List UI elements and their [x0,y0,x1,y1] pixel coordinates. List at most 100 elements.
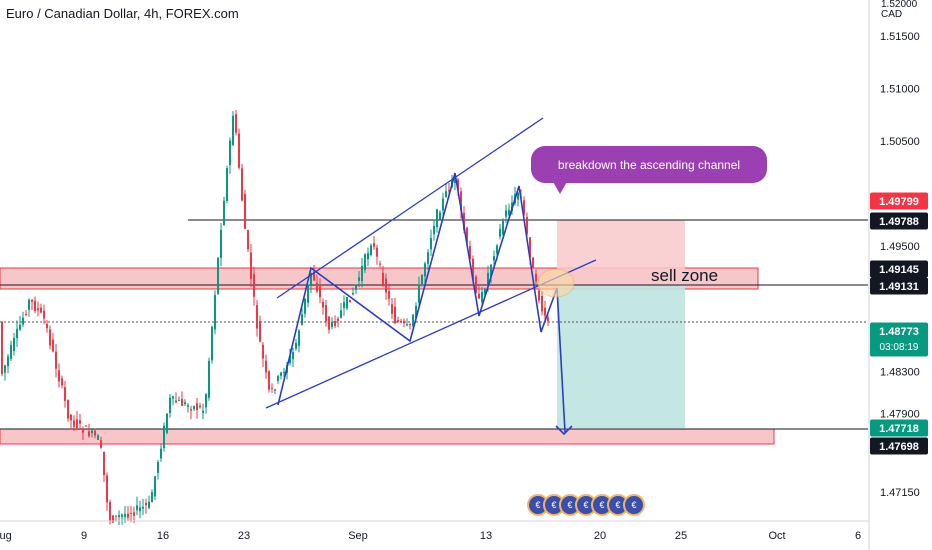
candle-body [346,297,348,309]
candle-body [535,273,537,282]
candle-body [199,405,201,408]
time-tick-label: 9 [81,530,87,542]
candle-body [70,414,72,421]
candle-body [196,403,198,411]
candle-body [460,191,462,211]
price-label-badge [870,212,928,230]
candle-body [97,435,99,440]
annotation-callout: breakdown the ascending channel [531,146,767,194]
candle-body [547,317,549,322]
price-label-text: 1.47698 [879,441,919,453]
candle-body [184,402,186,404]
candle-body [151,492,153,503]
price-label-badge [870,419,928,437]
candle-body [517,192,519,200]
candle-body [67,399,69,419]
candle-body [295,342,297,349]
candle-body [79,420,81,424]
price-label-text: 1.49788 [879,216,919,228]
price-axis[interactable]: 1.51500 1.51000 1.50500 1.49500 1.48300 1.479… [880,31,920,499]
candle-body [505,210,507,217]
candle-body [433,225,435,235]
candle-body [457,179,459,191]
candle-body [424,263,426,277]
candle-body [136,505,138,511]
candle-body [280,372,282,376]
candle-body [358,277,360,281]
candle-body [178,399,180,401]
candle-body [475,276,477,293]
candle-body [109,502,111,522]
candle-body [445,191,447,197]
candle-body [37,308,39,311]
candle-body [316,282,318,292]
candle-body [364,254,366,270]
price-label-badge [870,260,928,278]
candle-body [55,351,57,369]
candle-body [322,302,324,308]
chart-title: Euro / Canadian Dollar, 4h, FOREX.com [6,6,239,21]
candle-body [313,271,315,281]
candle-body [463,213,465,230]
candle-body [208,360,210,398]
candle-body [400,320,402,322]
price-tick-label: 1.51000 [880,83,920,95]
currency-top-tick: 1.52000 [881,0,918,10]
candle-body [337,318,339,321]
candle-body [403,320,405,324]
countdown-text: 03:08:19 [880,342,919,353]
candle-body [274,389,276,391]
currency-label: 1.52000 CAD [881,0,917,20]
candle-body [7,356,9,367]
event-icons[interactable]: € € € € € € € [527,494,645,516]
candle-body [526,216,528,235]
candle-body [43,310,45,319]
candle-body [394,306,396,324]
candle-body [397,320,399,322]
candle-body [256,305,258,329]
candle-body [133,512,135,516]
candle-body [175,400,177,403]
candle-body [484,289,486,296]
candle-body [289,355,291,364]
candle-body [22,317,24,325]
candle-body [100,440,102,448]
price-label-badge [870,277,928,295]
candle-body [367,252,369,260]
event-icon[interactable]: € [623,494,645,516]
candle-body [268,371,270,390]
candle-body [301,314,303,325]
sell-zone-label: sell zone [651,266,719,285]
candle-body [121,514,123,517]
candle-body [448,190,450,192]
price-tick-label: 1.48300 [880,367,920,379]
candle-body [124,514,126,517]
candle-body [430,237,432,250]
candle-body [352,293,354,295]
time-tick-label: 20 [594,530,606,542]
candle-body [247,230,249,250]
candle-body [271,387,273,389]
candle-body [88,431,90,437]
candle-body [223,200,225,226]
candle-body [478,293,480,299]
candle-body [229,140,231,166]
candle-body [85,425,87,427]
candle-body [298,330,300,346]
candle-body [157,461,159,473]
candle-body [64,387,66,401]
risk-box [557,220,685,286]
candle-body [52,339,54,352]
candle-body [76,419,78,428]
candle-body [154,476,156,497]
time-axis[interactable]: Aug 9 16 23 Sep 13 20 25 Oct 6 [0,530,861,542]
candle-body [415,305,417,319]
candle-body [211,326,213,361]
candle-body [49,329,51,346]
candle-body [163,425,165,448]
candle-body [532,257,534,268]
candle-body [307,284,309,303]
candle-body [25,314,27,316]
zigzag-pattern [277,172,566,433]
